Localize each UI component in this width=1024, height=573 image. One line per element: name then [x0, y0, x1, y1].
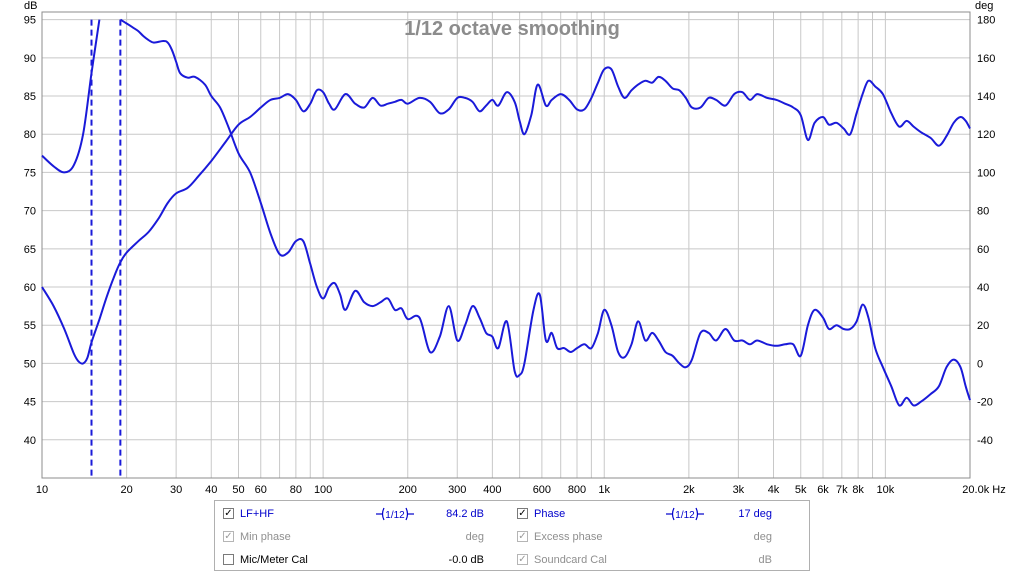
y-right-tick-label: -40 — [977, 435, 993, 447]
y-left-tick-label: 55 — [24, 320, 36, 332]
legend-row-lfhf: ✓ LF+HF 1/12 84.2 dB — [221, 506, 484, 522]
x-tick-label: 2k — [683, 484, 695, 496]
x-tick-label: 7k — [836, 484, 848, 496]
y-left-tick-label: 80 — [24, 129, 36, 141]
x-tick-label: 100 — [314, 484, 332, 496]
min-phase-checkbox[interactable]: ✓ — [223, 531, 234, 542]
legend-panel: ✓ LF+HF 1/12 84.2 dB ✓ Phase 1/12 17 deg… — [214, 500, 810, 571]
y-right-tick-label: 40 — [977, 282, 989, 294]
lfhf-smoothing-button[interactable]: 1/12 — [376, 507, 414, 521]
y-left-tick-label: 45 — [24, 397, 36, 409]
x-tick-label: 600 — [533, 484, 551, 496]
y-left-tick-label: 65 — [24, 244, 36, 256]
y-left-tick-label: 60 — [24, 282, 36, 294]
phase-value: 17 deg — [738, 508, 772, 520]
excess-phase-label: Excess phase — [534, 531, 603, 543]
vertical-grid — [126, 12, 886, 478]
y-right-tick-label: 160 — [977, 53, 995, 65]
lfhf-value: 84.2 dB — [446, 508, 484, 520]
y-left-unit-label: dB — [24, 0, 37, 12]
x-tick-label: 40 — [205, 484, 217, 496]
phase-label: Phase — [534, 508, 566, 520]
x-tick-label: 800 — [568, 484, 586, 496]
y-right-unit-label: deg — [975, 0, 993, 12]
x-tick-label: 6k — [817, 484, 829, 496]
legend-row-soundcard-cal: ✓ Soundcard Cal dB — [517, 552, 777, 568]
y-right-tick-label: 80 — [977, 206, 989, 218]
y-left-tick-label: 95 — [24, 15, 36, 27]
x-tick-label: 80 — [290, 484, 302, 496]
y-right-tick-labels: -40 -20 0 20 40 60 80 100 120 140 160 180 — [977, 15, 995, 447]
soundcard-cal-label: Soundcard Cal — [534, 554, 607, 566]
x-tick-label: 30 — [170, 484, 182, 496]
y-right-tick-label: 180 — [977, 15, 995, 27]
y-left-tick-label: 90 — [24, 53, 36, 65]
y-right-tick-label: 20 — [977, 320, 989, 332]
soundcard-cal-value: dB — [758, 554, 772, 566]
y-right-tick-label: 100 — [977, 167, 995, 179]
phase-smoothing-label: 1/12 — [675, 510, 695, 521]
mic-cal-label: Mic/Meter Cal — [240, 554, 308, 566]
x-tick-label: 3k — [733, 484, 745, 496]
y-right-tick-label: 0 — [977, 358, 983, 370]
excess-phase-value: deg — [753, 531, 772, 543]
x-tick-label: 400 — [483, 484, 501, 496]
y-left-tick-label: 85 — [24, 91, 36, 103]
y-left-tick-label: 40 — [24, 435, 36, 447]
chart-title: 1/12 octave smoothing — [404, 18, 620, 40]
y-left-tick-labels: 40 45 50 55 60 65 70 75 80 85 90 95 — [24, 15, 36, 447]
y-right-tick-label: 140 — [977, 91, 995, 103]
x-tick-label: 1k — [598, 484, 610, 496]
legend-row-phase: ✓ Phase 1/12 17 deg — [517, 506, 777, 522]
min-phase-value: deg — [465, 531, 484, 543]
lfhf-smoothing-label: 1/12 — [385, 510, 405, 521]
soundcard-cal-checkbox[interactable]: ✓ — [517, 554, 528, 565]
x-tick-label: 20 — [121, 484, 133, 496]
frequency-response-chart: 10 20 30 40 50 60 80 100 200 300 400 600 800 1k 2k 3k 4k… — [24, 0, 1006, 496]
series-line-lf-hf — [41, 18, 971, 407]
mic-cal-value: -0.0 dB — [448, 554, 484, 566]
x-tick-label: 5k — [795, 484, 807, 496]
plot-border — [41, 11, 971, 479]
horizontal-grid — [42, 19, 970, 441]
mic-cal-checkbox[interactable] — [223, 554, 234, 565]
cursor-lines — [90, 19, 122, 478]
lfhf-checkbox[interactable]: ✓ — [223, 508, 234, 519]
series-line-phase — [41, 66, 971, 365]
legend-row-mic-cal: Mic/Meter Cal -0.0 dB — [221, 552, 484, 568]
legend-row-min-phase: ✓ Min phase deg — [221, 529, 484, 545]
x-tick-label: 60 — [255, 484, 267, 496]
x-tick-label: 50 — [232, 484, 244, 496]
y-left-tick-label: 70 — [24, 206, 36, 218]
x-tick-label: 10 — [36, 484, 48, 496]
x-tick-label: 200 — [399, 484, 417, 496]
min-phase-label: Min phase — [240, 531, 291, 543]
x-tick-label: 20.0k Hz — [962, 484, 1005, 496]
y-right-tick-label: -20 — [977, 397, 993, 409]
x-tick-label: 8k — [852, 484, 864, 496]
phase-smoothing-button[interactable]: 1/12 — [666, 507, 704, 521]
y-left-tick-label: 75 — [24, 167, 36, 179]
phase-checkbox[interactable]: ✓ — [517, 508, 528, 519]
plot-area — [42, 12, 970, 478]
legend-row-excess-phase: ✓ Excess phase deg — [517, 529, 777, 545]
y-right-tick-label: 60 — [977, 244, 989, 256]
series-group — [41, 18, 971, 407]
x-tick-labels: 10 20 30 40 50 60 80 100 200 300 400 600 800 1k 2k 3k 4k… — [36, 484, 1006, 496]
lfhf-label: LF+HF — [240, 508, 274, 520]
x-tick-label: 300 — [448, 484, 466, 496]
x-tick-label: 10k — [876, 484, 894, 496]
x-tick-label: 4k — [768, 484, 780, 496]
y-right-tick-label: 120 — [977, 129, 995, 141]
excess-phase-checkbox[interactable]: ✓ — [517, 531, 528, 542]
y-left-tick-label: 50 — [24, 358, 36, 370]
